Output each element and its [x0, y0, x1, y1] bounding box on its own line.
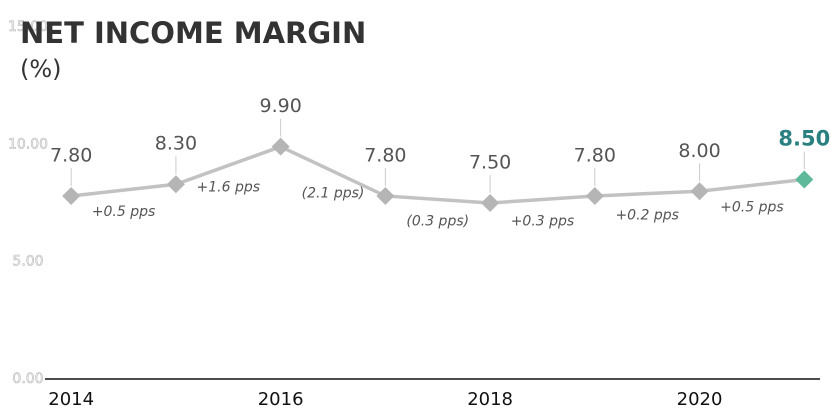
annotation: +0.3 pps: [511, 213, 575, 229]
line: [70, 144, 805, 205]
value-label: 7.80: [364, 144, 406, 166]
x-tick-label: 2018: [467, 389, 513, 409]
y-tick-label: 0.00: [12, 371, 43, 387]
chart-subtitle: (%): [20, 55, 62, 83]
annotation: +0.5 pps: [720, 199, 784, 215]
x-tick-label: 2020: [677, 389, 723, 409]
marker: [690, 182, 709, 201]
annotation: +0.5 pps: [92, 204, 156, 220]
annotation: (0.3 pps): [406, 213, 469, 229]
marker: [166, 175, 185, 194]
value-label: 8.00: [678, 140, 720, 162]
annotation: (2.1 pps): [302, 185, 365, 201]
value-label: 8.50: [778, 127, 830, 151]
y-tick-label: 10.00: [8, 136, 48, 152]
value-label: 8.30: [155, 133, 197, 155]
y-tick-label: 15.00: [8, 19, 48, 35]
x-tick-label: 2014: [48, 389, 94, 409]
value-label: 7.80: [574, 144, 616, 166]
marker: [271, 137, 290, 156]
value-label: 9.90: [259, 95, 301, 117]
marker: [376, 186, 395, 205]
annotation: +1.6 pps: [197, 179, 261, 195]
marker: [481, 194, 500, 212]
value-label: 7.80: [50, 144, 92, 166]
chart-title: NET INCOME MARGIN: [20, 16, 366, 50]
x-tick-label: 2016: [258, 389, 304, 409]
value-label: 7.50: [469, 152, 511, 174]
marker: [795, 170, 814, 189]
y-tick-label: 5.00: [12, 254, 43, 270]
marker: [585, 186, 604, 205]
annotation: +0.2 pps: [615, 208, 679, 224]
marker: [62, 186, 81, 205]
